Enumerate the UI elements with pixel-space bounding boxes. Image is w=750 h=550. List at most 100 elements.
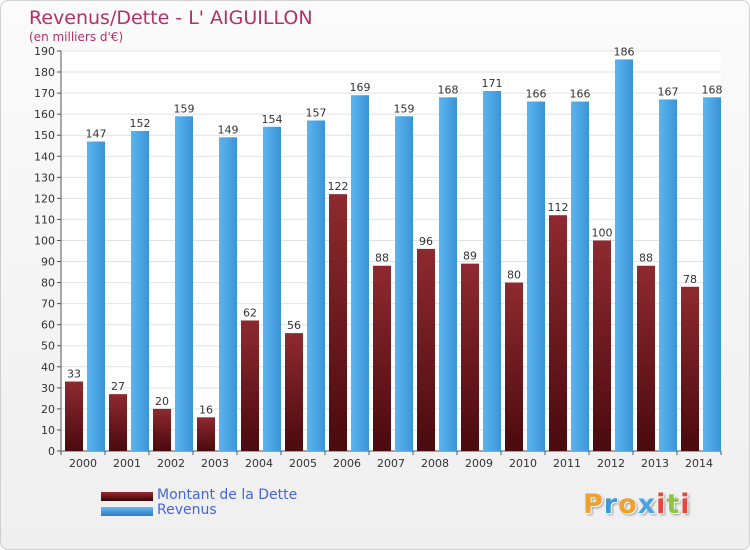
y-tick-label: 120 [34,192,55,205]
x-tick-label: 2013 [641,457,669,470]
bar-dette [681,286,699,451]
x-tick-label: 2011 [553,457,581,470]
y-tick-label: 80 [41,277,55,290]
x-tick-label: 2001 [113,457,141,470]
bar-dette [637,265,655,451]
data-label-dette: 88 [375,252,389,265]
data-label-revenus: 157 [306,106,327,119]
x-tick-label: 2009 [465,457,493,470]
data-label-revenus: 166 [570,88,591,101]
data-label-dette: 96 [419,235,433,248]
bar-dette [461,263,479,451]
bar-dette [285,333,303,451]
bar-dette [153,408,171,451]
x-tick-label: 2006 [333,457,361,470]
bar-dette [329,194,347,451]
bar-revenus [483,91,501,451]
y-tick-label: 0 [48,445,55,458]
bar-revenus [703,97,721,451]
y-tick-label: 170 [34,87,55,100]
data-label-dette: 27 [111,380,125,393]
bar-dette [197,417,215,451]
bar-revenus [659,99,677,451]
y-tick-label: 150 [34,129,55,142]
y-tick-label: 20 [41,403,55,416]
logo-letter: x [637,489,657,520]
legend-swatch-revenus [101,507,153,516]
bar-dette [373,265,391,451]
data-label-revenus: 154 [262,113,283,126]
bar-revenus [175,116,193,452]
y-tick-label: 70 [41,298,55,311]
data-label-revenus: 149 [218,123,239,136]
y-tick-label: 60 [41,319,55,332]
data-label-dette: 78 [683,273,697,286]
y-tick-label: 100 [34,234,55,247]
x-tick-label: 2002 [157,457,185,470]
data-label-revenus: 147 [86,128,107,141]
x-tick-label: 2004 [245,457,273,470]
legend-swatch-dette [101,492,153,501]
data-label-revenus: 186 [614,45,635,58]
data-label-revenus: 171 [482,77,503,90]
data-label-dette: 89 [463,250,477,263]
legend-label-dette: Montant de la Dette [157,487,298,503]
y-tick-label: 90 [41,256,55,269]
logo-letter: P [583,489,604,520]
bar-dette [109,394,127,451]
x-tick-label: 2012 [597,457,625,470]
data-label-dette: 62 [243,306,257,319]
data-label-dette: 20 [155,395,169,408]
chart-subtitle: (en milliers d'€) [29,30,124,44]
data-label-revenus: 169 [350,81,371,94]
chart-title: Revenus/Dette - L' AIGUILLON [29,7,313,29]
y-tick-label: 130 [34,171,55,184]
x-tick-label: 2003 [201,457,229,470]
y-tick-label: 30 [41,382,55,395]
data-label-revenus: 159 [394,102,415,115]
logo-letter: t [666,489,681,520]
x-tick-label: 2014 [685,457,713,470]
data-label-dette: 122 [328,180,349,193]
bar-dette [505,282,523,451]
legend-label-revenus: Revenus [157,502,217,518]
x-tick-label: 2010 [509,457,537,470]
bar-revenus [351,95,369,452]
bar-dette [549,215,567,451]
data-label-revenus: 152 [130,117,151,130]
bar-dette [593,240,611,451]
data-label-dette: 88 [639,252,653,265]
data-label-dette: 100 [592,226,613,239]
logo-letter: i [680,489,691,520]
bar-revenus [131,131,149,451]
bar-revenus [527,101,545,452]
data-label-revenus: 168 [702,83,723,96]
y-tick-label: 180 [34,66,55,79]
data-label-dette: 56 [287,319,301,332]
logo-letter: r [603,489,619,520]
data-label-dette: 112 [548,201,569,214]
logo-letter: i [656,489,667,520]
bar-revenus [439,97,457,451]
x-tick-label: 2000 [69,457,97,470]
bar-revenus [263,126,281,451]
bar-revenus [87,141,105,452]
x-tick-label: 2007 [377,457,405,470]
bar-revenus [615,59,633,451]
y-tick-label: 10 [41,424,55,437]
logo-letter: o [618,489,638,520]
y-tick-label: 50 [41,340,55,353]
data-label-dette: 80 [507,269,521,282]
y-tick-label: 190 [34,45,55,58]
bar-dette [65,381,83,451]
data-label-revenus: 167 [658,85,679,98]
x-tick-label: 2008 [421,457,449,470]
y-tick-label: 160 [34,108,55,121]
y-tick-label: 140 [34,150,55,163]
data-label-dette: 33 [67,368,81,381]
bar-revenus [571,101,589,452]
y-tick-label: 40 [41,361,55,374]
data-label-dette: 16 [199,403,213,416]
bar-revenus [395,116,413,452]
